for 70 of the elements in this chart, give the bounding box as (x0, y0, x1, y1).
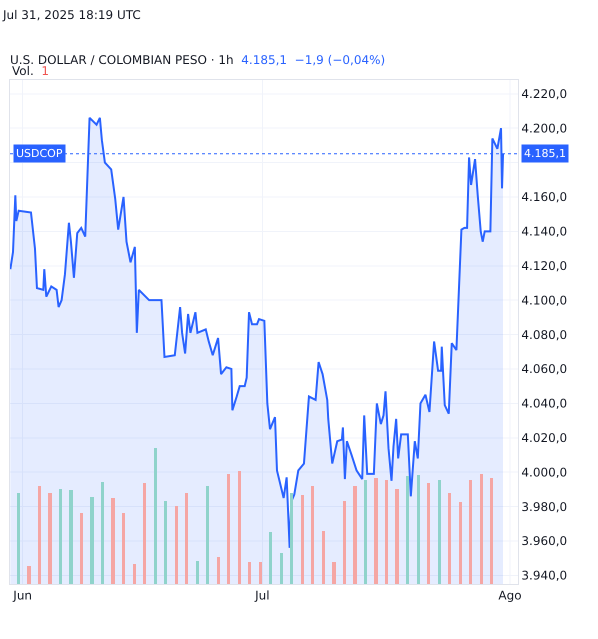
ref-line-label: USDCOP (16, 147, 63, 160)
bar (175, 506, 178, 584)
y-tick-label: 4.080,0 (521, 328, 568, 342)
bar (196, 561, 199, 584)
bar (17, 493, 20, 584)
text: 1 (41, 64, 50, 78)
y-tick-label: 3.940,0 (521, 568, 568, 583)
bar (248, 562, 251, 584)
bar (238, 471, 241, 584)
bar (417, 475, 420, 584)
bar (374, 478, 378, 584)
bar (27, 566, 31, 584)
bar (290, 493, 293, 584)
y-tick-label: 4.160,0 (521, 190, 568, 204)
x-tick-label: Ago (498, 588, 522, 602)
y-tick-label: 4.220,0 (521, 86, 568, 101)
bar (38, 486, 41, 584)
bar (69, 490, 73, 584)
text: 4.185,1 (524, 147, 566, 160)
bar (206, 486, 209, 584)
bar (480, 474, 483, 584)
y-tick-label: 4.120,0 (521, 258, 568, 273)
bar (90, 497, 94, 584)
bar (427, 483, 430, 584)
bar (217, 557, 220, 584)
chart-title: Vol. (12, 64, 34, 78)
bar (406, 476, 409, 584)
bar (133, 564, 136, 584)
bar (490, 478, 493, 584)
bar (301, 495, 304, 584)
bar (459, 502, 462, 584)
chart-subtitle: 4.185,1 −1,9 (−0,04%) (241, 52, 386, 67)
y-tick-label: 4.000,0 (521, 465, 568, 480)
bar (343, 501, 346, 584)
y-tick-label: 3.980,0 (521, 500, 568, 514)
bar (111, 498, 115, 584)
bar (227, 474, 230, 584)
bar (311, 486, 314, 584)
text: Jul 31, 2025 18:19 UTC (2, 8, 141, 22)
bar (469, 480, 472, 584)
bar (353, 486, 357, 584)
bar (269, 532, 272, 584)
y-tick-label: 3.960,0 (521, 534, 568, 548)
bar (385, 480, 388, 584)
bar (364, 480, 367, 584)
bar (164, 501, 167, 584)
chart-title: U.S. DOLLAR / COLOMBIAN PESO · 1h (10, 52, 234, 67)
y-tick-label: 4.040,0 (521, 396, 568, 411)
bar (101, 482, 104, 584)
bar (185, 493, 188, 584)
x-tick-label: Jun (12, 588, 32, 602)
y-tick-label: 4.060,0 (521, 362, 568, 376)
bar (395, 489, 399, 584)
bar (259, 562, 262, 584)
bar (448, 493, 451, 584)
bar (122, 513, 125, 584)
bar (154, 448, 157, 584)
y-tick-label: 4.200,0 (521, 121, 568, 136)
x-tick-label: Jul (254, 588, 270, 602)
y-tick-label: 4.020,0 (521, 430, 568, 445)
y-tick-label: 4.100,0 (521, 293, 568, 308)
bar (322, 531, 325, 584)
y-tick-label: 4.140,0 (521, 224, 568, 239)
bar (332, 562, 336, 584)
bar (80, 513, 83, 584)
bar (143, 483, 146, 584)
bar (280, 553, 283, 584)
bar (48, 493, 52, 584)
bar (438, 480, 441, 584)
bar (59, 489, 62, 584)
